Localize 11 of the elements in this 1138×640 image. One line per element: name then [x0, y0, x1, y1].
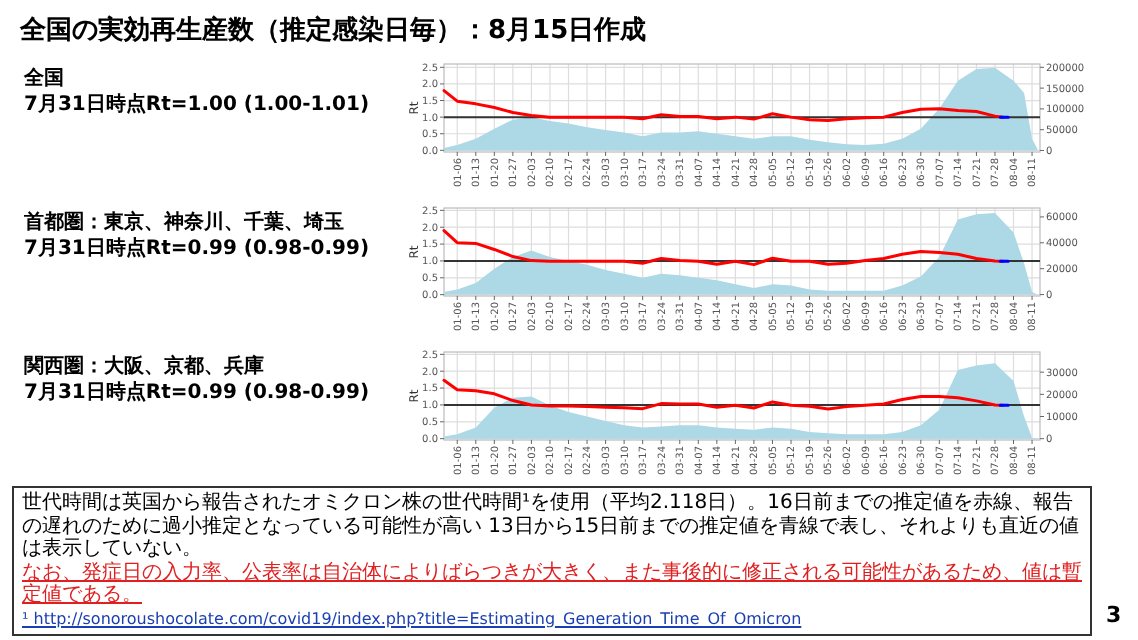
text: なお、発症日の入力率、公表率は自治体によりばらつきが大きく、また事後的に修正される可能性があるため、値は暫定値である。 — [22, 561, 1082, 607]
line-series — [442, 229, 1005, 267]
chart-title: 全国の実効再生産数（推定感染日毎）：8月15日作成 — [18, 14, 647, 46]
line-series — [442, 378, 1005, 411]
text: 関西圏：大阪、京都、兵庫 7月31日時点Rt=0.99 (0.98-0.99) — [24, 354, 370, 404]
text: 世代時間は英国から報告されたオミクロン株の世代時間¹を使用（平均2.118日）。16日前までの推定値を赤線、報告の遅れのために過小推定となっている可能性が高い 13日から15日前までの推定値を青線で表し、それよりも直近の値は表示していない。 — [22, 492, 1082, 561]
text: 全国 7月31日時点Rt=1.00 (1.00-1.01) — [22, 66, 370, 116]
text: ¹ http://sonoroushocolate.com/covid19/index.php?title=Estimating_Generation_Time_Of_Omicron — [22, 607, 804, 630]
line-series — [442, 89, 1005, 122]
text: 首都圏：東京、神奈川、千葉、埼玉 7月31日時点Rt=0.99 (0.98-0.99) — [22, 210, 370, 260]
text: 3 — [1106, 602, 1122, 628]
